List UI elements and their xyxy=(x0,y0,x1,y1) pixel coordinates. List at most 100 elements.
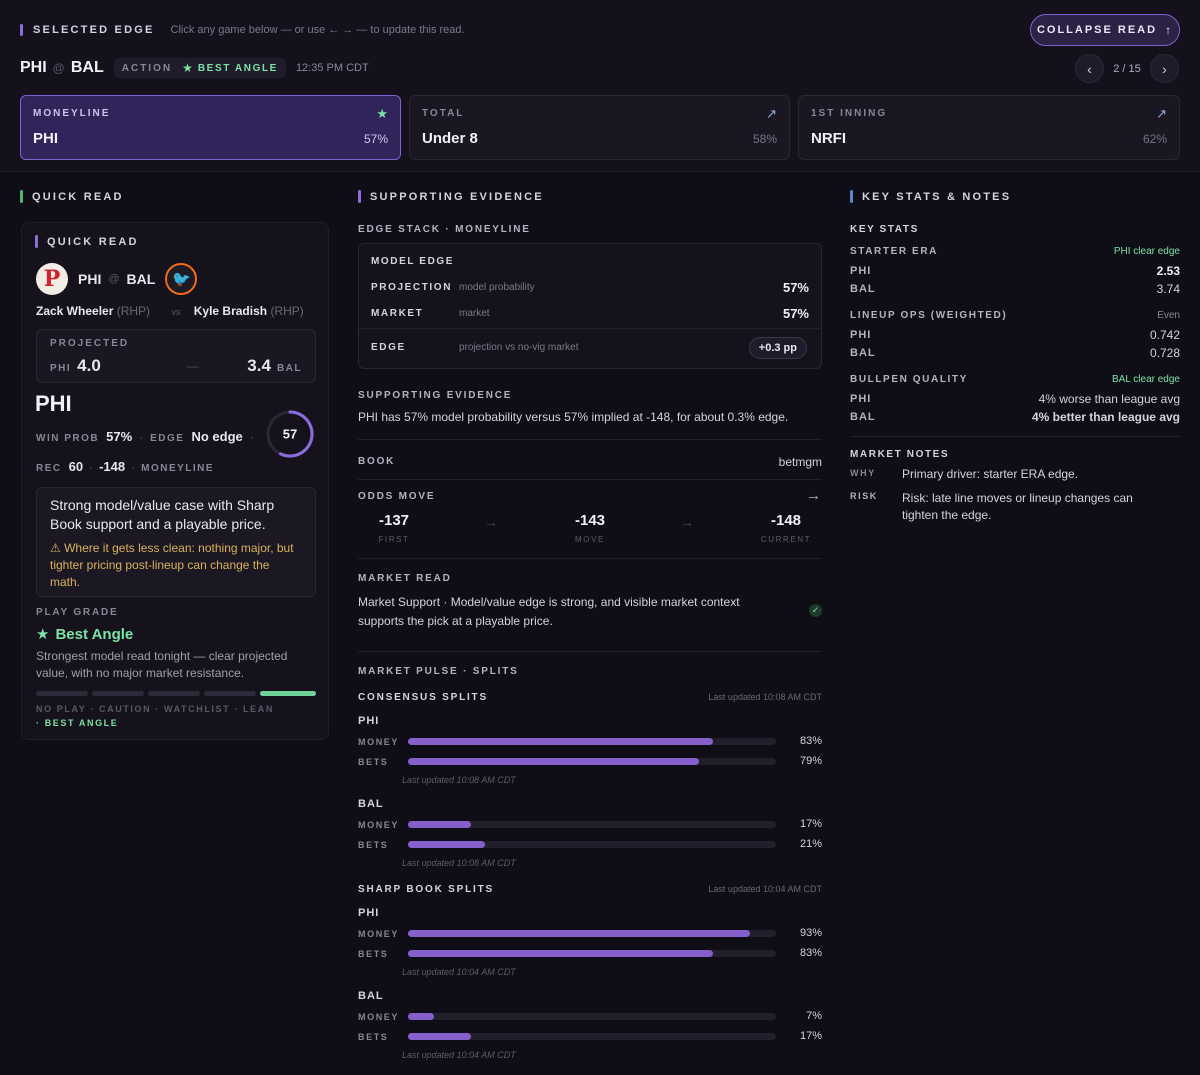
odds-move: -143 xyxy=(574,512,606,529)
divider xyxy=(358,479,822,480)
split-pct: 79% xyxy=(799,755,822,767)
warning-text: Where it gets less clean: nothing major,… xyxy=(50,541,294,589)
edge-value-pill: +0.3 pp xyxy=(748,337,807,359)
starter-era-label: STARTER ERA xyxy=(850,246,938,257)
split-bar-fill xyxy=(408,841,486,848)
card-pct: 57% xyxy=(363,132,388,146)
win-prob-value: 57% xyxy=(106,429,133,444)
projection-sub: model probability xyxy=(459,282,535,293)
projection-label: PROJECTION xyxy=(371,282,453,293)
divider xyxy=(358,651,822,652)
divider xyxy=(850,436,1180,437)
odds-first: -137 xyxy=(378,512,410,529)
panel-title: QUICK READ xyxy=(47,235,139,248)
odds-current-label: CURRENT xyxy=(760,535,812,544)
grade-description: Strongest model read tonight — clear pro… xyxy=(36,649,288,680)
market-read-label: MARKET READ xyxy=(358,573,452,584)
ring-value: 57 xyxy=(283,427,297,442)
card-pct: 62% xyxy=(1142,132,1167,146)
split-bar-fill xyxy=(408,821,471,828)
vs-label: vs xyxy=(171,307,181,317)
sharp-updated: Last updated 10:04 AM CDT xyxy=(708,884,822,894)
page-count: 2 / 15 xyxy=(1113,62,1141,75)
consensus-updated: Last updated 10:08 AM CDT xyxy=(708,692,822,702)
odds-current: -148 xyxy=(770,512,802,529)
team-row: P PHI @ BAL 🐦 xyxy=(36,263,198,295)
divider xyxy=(358,558,822,559)
arrow-right-icon: → xyxy=(806,487,821,504)
collapse-read-label: COLLAPSE READ xyxy=(1036,24,1158,36)
accent-bar xyxy=(850,190,853,203)
orioles-logo: 🐦 xyxy=(165,263,198,295)
split-team: PHI xyxy=(358,715,380,727)
risk-text: Risk: late line moves or lineup changes … xyxy=(902,491,1133,522)
split-team: PHI xyxy=(358,907,380,919)
section-title: SUPPORTING EVIDENCE xyxy=(370,190,544,203)
grade-scale-text: NO PLAY · CAUTION · WATCHLIST · LEAN xyxy=(36,704,274,714)
summary-text: Strong model/value case with Sharp Book … xyxy=(50,497,275,532)
why-label: WHY xyxy=(850,468,876,478)
split-pct: 7% xyxy=(806,1010,822,1022)
market-label: MARKET xyxy=(371,308,424,319)
era-phi-team: PHI xyxy=(850,265,872,277)
grade-segment-lean xyxy=(204,691,256,696)
projected-away: PHI 4.0 xyxy=(50,356,101,376)
grade-scale-active: · BEST ANGLE xyxy=(36,718,119,728)
edge-stack-label: EDGE STACK · MONEYLINE xyxy=(358,224,531,235)
odds-move-sub: MOVE xyxy=(575,535,605,544)
star-icon: ★ xyxy=(182,61,193,75)
bets-label: BETS xyxy=(358,757,389,767)
money-label: MONEY xyxy=(358,820,400,830)
why-text: Primary driver: starter ERA edge. xyxy=(902,467,1079,481)
split-pct: 17% xyxy=(799,818,822,830)
pager: ‹ 2 / 15 › xyxy=(1075,54,1179,83)
accent-bar xyxy=(35,235,38,248)
bets-label: BETS xyxy=(358,949,389,959)
action-badge: ACTION ★ BEST ANGLE xyxy=(113,58,286,78)
split-bar-fill xyxy=(408,1033,471,1040)
split-updated: Last updated 10:04 AM CDT xyxy=(402,1050,516,1060)
market-card-total[interactable]: TOTAL ↗ Under 8 58% xyxy=(409,95,790,160)
away-team: PHI xyxy=(78,271,102,287)
market-card-moneyline[interactable]: MONEYLINE ★ PHI 57% xyxy=(20,95,401,160)
play-grade-label: PLAY GRADE xyxy=(36,607,119,618)
pitchers-row: Zack Wheeler (RHP) vs Kyle Bradish (RHP) xyxy=(36,304,304,318)
money-label: MONEY xyxy=(358,737,400,747)
phillies-logo: P xyxy=(36,263,68,295)
book-label: BOOK xyxy=(358,456,396,467)
grade-row: ★ Best Angle xyxy=(36,625,133,644)
split-bar-track xyxy=(408,930,776,937)
prev-game-button[interactable]: ‹ xyxy=(1075,54,1104,83)
away-pitcher: Zack Wheeler xyxy=(36,304,114,318)
collapse-read-button[interactable]: COLLAPSE READ ↑ xyxy=(1030,14,1180,46)
model-edge-title: MODEL EDGE xyxy=(371,256,455,267)
split-pct: 21% xyxy=(799,838,822,850)
odds-first-label: FIRST xyxy=(378,535,410,544)
arrow-up-right-icon: ↗ xyxy=(766,106,777,121)
win-prob-row: WIN PROB 57% · EDGE No edge · xyxy=(36,429,254,444)
proj-home-team: BAL xyxy=(276,363,302,374)
split-pct: 83% xyxy=(799,947,822,959)
card-label: MONEYLINE xyxy=(33,108,111,119)
panel-heading: QUICK READ xyxy=(35,235,139,248)
edge-label: EDGE xyxy=(371,342,406,353)
ops-phi-value: 0.742 xyxy=(1149,328,1180,342)
at-sign: @ xyxy=(108,273,120,285)
matchup: PHI @ BAL ACTION ★ BEST ANGLE 12:35 PM C… xyxy=(20,58,369,78)
split-bar-track xyxy=(408,821,776,828)
split-bar-fill xyxy=(408,738,714,745)
consensus-splits-label: CONSENSUS SPLITS xyxy=(358,692,488,703)
star-icon: ★ xyxy=(376,106,388,121)
money-label: MONEY xyxy=(358,929,400,939)
arrow-up-right-icon: ↗ xyxy=(1156,106,1167,121)
split-bar-fill xyxy=(408,950,714,957)
grade-segment-no-play xyxy=(36,691,88,696)
market-card-1st-inning[interactable]: 1ST INNING ↗ NRFI 62% xyxy=(798,95,1180,160)
next-game-button[interactable]: › xyxy=(1150,54,1179,83)
era-bal-team: BAL xyxy=(850,283,876,295)
summary-box: Strong model/value case with Sharp Book … xyxy=(36,487,316,597)
star-icon: ★ xyxy=(36,626,50,643)
edge-sub: projection vs no-vig market xyxy=(459,342,579,353)
check-icon: ✓ xyxy=(809,604,822,617)
split-bar-fill xyxy=(408,1013,434,1020)
